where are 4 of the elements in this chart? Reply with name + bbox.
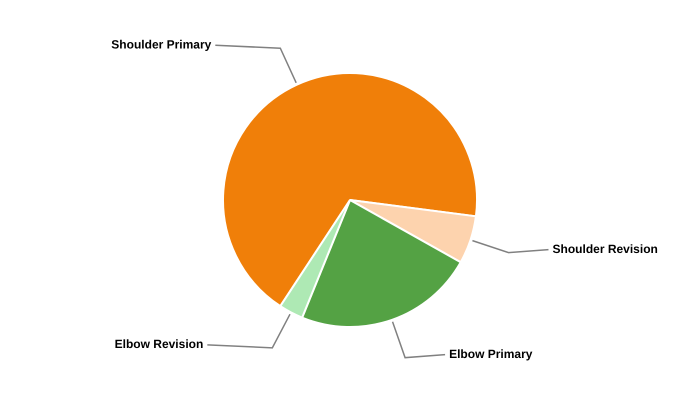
slice-label: Shoulder Revision (552, 242, 658, 256)
slice-label: Elbow Revision (114, 337, 204, 352)
slice-label: Elbow Primary (449, 346, 533, 361)
slice-label: Shoulder Primary (111, 38, 212, 52)
